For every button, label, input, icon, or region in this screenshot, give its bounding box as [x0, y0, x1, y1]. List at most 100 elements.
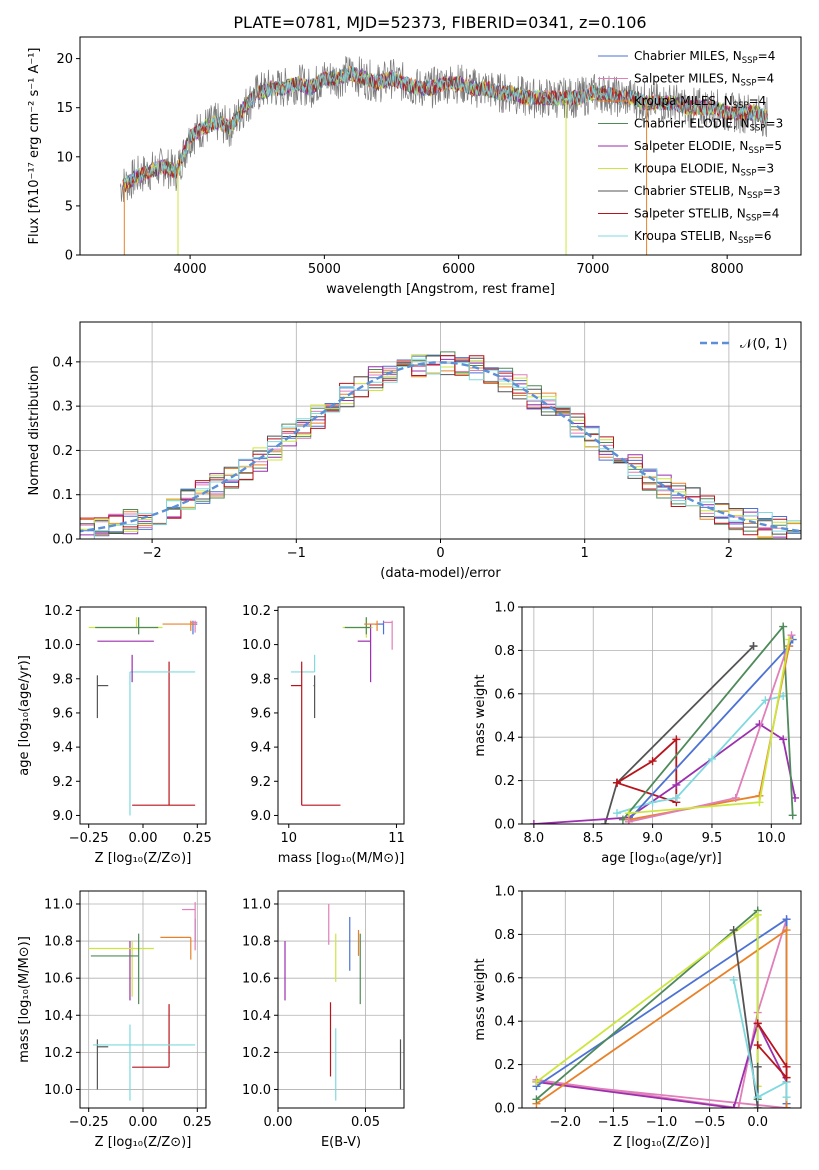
errorbar-point	[95, 617, 159, 635]
x-tick-label: 0.05	[351, 1115, 380, 1130]
errorbar-point	[357, 624, 372, 683]
legend-subscript: SSP	[738, 236, 754, 246]
y-tick-label: 10.0	[242, 638, 271, 653]
panel-weight_vs_Z: −2.0 −1.5 −1.0 −0.5 0.0 0.0 0.2 0.4 0.6 0.8 1.0 Z […	[473, 885, 802, 1150]
legend-suffix: =3	[766, 117, 784, 131]
legend: Chabrier MILES, NSSP=4 Salpeter MILES, NS…	[598, 49, 783, 246]
errorbar-point	[96, 675, 109, 719]
y-tick-label: 9.6	[52, 706, 73, 721]
y-tick-label: 0.2	[494, 1058, 515, 1073]
x-tick-label: 4000	[174, 262, 207, 277]
legend-entry: 𝒩(0, 1)	[740, 337, 787, 352]
weight-series	[729, 975, 791, 1102]
model-spectrum	[122, 65, 768, 190]
errorbar-point	[290, 661, 303, 806]
axes: 4000 5000 6000 7000 8000 0 5 10 15 20 wavelength […	[27, 36, 802, 297]
weight-line	[616, 695, 784, 814]
weight-marker	[648, 757, 657, 766]
weight-marker	[734, 1104, 743, 1108]
weight-line	[732, 979, 788, 1099]
y-tick-label: 10.8	[242, 935, 271, 950]
weight-series	[618, 622, 797, 824]
weight-marker	[787, 631, 796, 640]
model-spectrum	[122, 66, 768, 189]
y-tick-label: 10.2	[242, 1046, 271, 1061]
errorbar-point	[344, 617, 371, 635]
axes: 0.00 0.05 10.0 10.2 10.4 10.6 10.8 11.0 E(B-V)	[242, 890, 405, 1150]
x-tick-label: −2	[143, 546, 162, 561]
x-axis-label: (data-model)/error	[380, 566, 501, 581]
x-tick-label: 1	[581, 546, 589, 561]
x-tick-label: 8.0	[524, 831, 545, 846]
weight-marker	[672, 780, 681, 789]
weight-marker	[753, 1041, 762, 1050]
legend-suffix: =4	[749, 94, 767, 108]
weight-marker	[755, 798, 764, 807]
legend-entry: Salpeter ELODIE, NSSP=5	[634, 139, 782, 156]
legend-suffix: =6	[754, 229, 772, 243]
errorbar-point	[96, 1039, 109, 1090]
axes-frame	[277, 890, 405, 1109]
legend: 𝒩(0, 1)	[700, 337, 787, 352]
x-tick-label: −1.5	[598, 1115, 630, 1130]
panel-residuals: −2 −1 0 1 2 0.0 0.1 0.2 0.3 0.4 (data-model)/error…	[27, 321, 802, 581]
legend-suffix: =4	[756, 72, 774, 86]
weight-series	[532, 906, 762, 1104]
y-tick-label: 0.6	[494, 971, 515, 986]
legend-subscript: SSP	[747, 191, 763, 201]
weight-line	[533, 723, 796, 824]
errorbar-point	[132, 1004, 170, 1068]
normal-curve	[80, 361, 801, 533]
weight-line	[535, 908, 759, 1100]
residual-histogram	[80, 358, 801, 539]
y-tick-label: 0.4	[52, 355, 73, 370]
x-tick-label: 0.0	[747, 1115, 768, 1130]
x-tick-label: 0	[436, 546, 444, 561]
weight-marker	[782, 1093, 791, 1102]
y-tick-label: 0.0	[494, 1102, 515, 1117]
weight-marker	[779, 735, 788, 744]
weight-line	[622, 624, 794, 821]
legend-subscript: SSP	[733, 101, 749, 111]
y-tick-label: 0.4	[494, 731, 515, 746]
x-axis-label: Z [log₁₀(Z/Z⊙)]	[613, 1135, 710, 1150]
panel-age_vs_Z: −0.25 0.00 0.25 9.0 9.2 9.4 9.6 9.8 10.0 10.2 Z [l…	[17, 604, 212, 866]
x-axis-label: E(B-V)	[321, 1135, 361, 1150]
y-tick-label: 11.0	[242, 897, 271, 912]
plot-area	[88, 617, 198, 816]
y-tick-label: 10.0	[44, 638, 73, 653]
legend-suffix: =3	[763, 184, 781, 198]
legend-subscript: SSP	[741, 169, 757, 179]
plot-area	[290, 617, 393, 806]
y-tick-label: 5	[65, 199, 73, 214]
y-tick-label: 9.2	[52, 775, 73, 790]
weight-marker	[672, 735, 681, 744]
x-tick-label: 8.5	[583, 831, 604, 846]
x-axis-label: Z [log₁₀(Z/Z⊙)]	[95, 851, 192, 866]
axes-frame	[277, 606, 405, 825]
legend-entry: Chabrier ELODIE, NSSP=3	[634, 117, 783, 134]
legend-subscript: SSP	[748, 146, 764, 156]
y-tick-label: 20	[56, 52, 73, 67]
axes: −0.25 0.00 0.25 9.0 9.2 9.4 9.6 9.8 10.0 10.2 Z [l…	[17, 604, 212, 866]
legend-suffix: =4	[762, 207, 780, 221]
figure-title: PLATE=0781, MJD=52373, FIBERID=0341, z=0…	[233, 13, 646, 32]
weight-marker	[779, 622, 788, 631]
legend-subscript: SSP	[741, 79, 757, 89]
y-axis-label: Flux [fλ10⁻¹⁷ erg cm⁻² s⁻¹ A⁻¹]	[27, 48, 42, 245]
y-tick-label: 0.0	[52, 533, 73, 548]
plot-area	[80, 351, 801, 539]
axes: −0.25 0.00 0.25 10.0 10.2 10.4 10.6 10.8 11.0 Z […	[17, 890, 212, 1150]
weight-marker	[624, 817, 633, 824]
x-tick-label: 7000	[576, 262, 609, 277]
legend-entry: Salpeter STELIB, NSSP=4	[634, 207, 779, 224]
y-tick-label: 10.4	[242, 1009, 271, 1024]
plot-area	[529, 622, 800, 824]
x-tick-label: 11	[388, 831, 405, 846]
weight-series	[624, 635, 797, 824]
errorbar-point	[383, 620, 393, 650]
legend-entry: Kroupa ELODIE, NSSP=3	[634, 162, 774, 179]
legend-subscript: SSP	[742, 56, 758, 66]
